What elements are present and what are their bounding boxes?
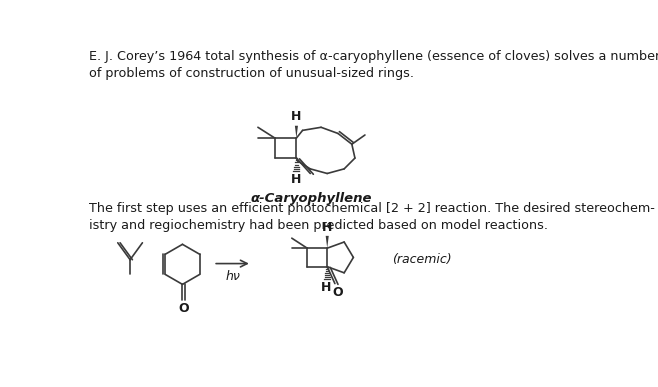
Text: H: H bbox=[291, 110, 301, 123]
Text: H: H bbox=[322, 221, 332, 233]
Text: α-Caryophyllene: α-Caryophyllene bbox=[250, 192, 372, 205]
Text: H: H bbox=[321, 281, 332, 294]
Text: O: O bbox=[332, 286, 343, 299]
Text: H: H bbox=[290, 173, 301, 187]
Text: E. J. Corey’s 1964 total synthesis of α-caryophyllene (essence of cloves) solves: E. J. Corey’s 1964 total synthesis of α-… bbox=[89, 50, 658, 79]
Text: hν: hν bbox=[225, 270, 240, 283]
Text: The first step uses an efficient photochemical [2 + 2] reaction. The desired ste: The first step uses an efficient photoch… bbox=[89, 202, 655, 232]
Polygon shape bbox=[326, 236, 329, 248]
Text: (racemic): (racemic) bbox=[392, 253, 451, 266]
Text: O: O bbox=[178, 302, 189, 315]
Polygon shape bbox=[295, 126, 298, 138]
